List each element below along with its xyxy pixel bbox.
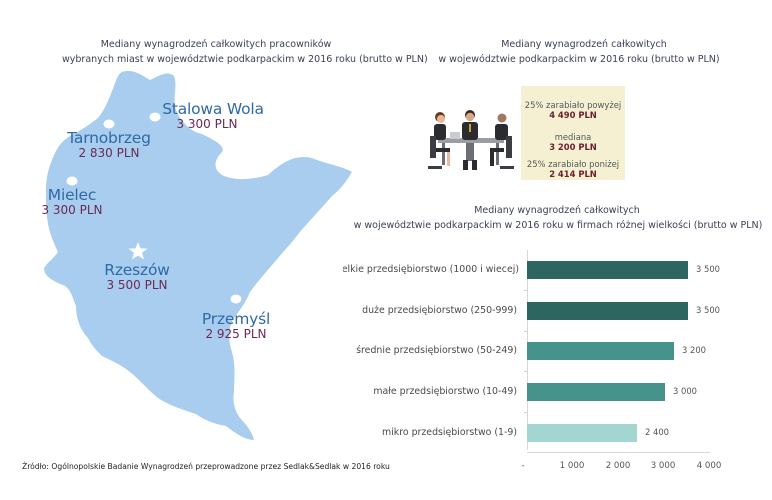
city-label-rzeszow: Rzeszów 3 500 PLN [104, 261, 170, 292]
summary-item-value: 3 200 PLN [549, 142, 597, 152]
axis-tick [524, 290, 528, 291]
bar [527, 424, 637, 442]
bar-value: 3 500 [696, 264, 720, 274]
bar-value: 3 000 [673, 386, 697, 396]
region-shape [44, 70, 352, 441]
summary-item-value: 2 414 PLN [549, 169, 597, 179]
city-value: 2 925 PLN [205, 327, 267, 341]
business-meeting-illustration [428, 110, 514, 170]
summary-item-label: 25% zarabiało poniżej [526, 159, 620, 169]
city-name: Przemyśl [201, 310, 271, 328]
city-name: Mielec [47, 186, 97, 204]
city-value: 2 830 PLN [78, 146, 140, 160]
summary-title-line1: Mediany wynagrodzeń całkowitych [501, 39, 667, 50]
bar-label: wielkie przedsiębiorstwo (1000 i wiecej) [343, 264, 519, 275]
bar-chart-title-line1: Mediany wynagrodzeń całkowitych [474, 205, 640, 216]
summary-item-upper: 25% zarabiało powyżej 4 490 PLN [521, 100, 625, 120]
city-label-mielec: Mielec 3 300 PLN [41, 187, 102, 217]
city-value: 3 300 PLN [41, 203, 103, 217]
summary-item-lower: 25% zarabiało poniżej 2 414 PLN [521, 159, 625, 179]
bar-label: mikro przedsiębiorstwo (1-9) [382, 427, 517, 438]
tick-label: 3 000 [650, 461, 676, 471]
bar-chart-title: Mediany wynagrodzeń całkowitych w wojewó… [340, 203, 772, 233]
bar-label: małe przedsiębiorstwo (10-49) [373, 386, 517, 397]
city-value: 3 500 PLN [106, 278, 168, 292]
city-dot-mielec [66, 176, 78, 186]
bar-labels: wielkie przedsiębiorstwo (1000 i wiecej)… [343, 250, 523, 450]
tick-label: 4 000 [696, 461, 722, 471]
summary-title-line2: w województwie podkarpackim w 2016 roku … [438, 54, 720, 65]
summary-item-value: 4 490 PLN [549, 110, 597, 120]
capital-star-icon [128, 242, 148, 260]
city-dot-tarnobrzeg [103, 119, 115, 129]
bar [527, 261, 688, 279]
city-label-stalowa-wola: Stalowa Wola 3 300 PLN [162, 101, 264, 131]
map-title-line2: wybranych miast w województwie podkarpac… [62, 54, 428, 65]
tick-label: 2 000 [605, 461, 631, 471]
summary-note: 25% zarabiało powyżej 4 490 PLN mediana … [521, 86, 625, 180]
summary-item-label: 25% zarabiało powyżej [524, 100, 622, 110]
city-dot-przemysl [230, 294, 242, 304]
bar [527, 302, 688, 320]
bar-row: 3 000 [0, 383, 772, 401]
summary-title: Mediany wynagrodzeń całkowitych w wojewó… [386, 37, 772, 67]
summary-item-label: mediana [554, 132, 592, 142]
bar [527, 342, 674, 360]
axis-tick [524, 412, 528, 413]
bar-row: 2 400 [0, 424, 772, 442]
city-label-przemysl: Przemyśl 2 925 PLN [202, 311, 270, 341]
bar-label: duże przedsiębiorstwo (250-999) [362, 305, 517, 316]
city-dot-stalowa-wola [149, 112, 161, 122]
bar-value: 3 200 [682, 345, 706, 355]
axis-tick [524, 371, 528, 372]
axis-tick [524, 331, 528, 332]
bar-label: średnie przedsiębiorstwo (50-249) [356, 345, 517, 356]
city-label-tarnobrzeg: Tarnobrzeg 2 830 PLN [67, 130, 151, 160]
bar-value: 3 500 [696, 305, 720, 315]
bar [527, 383, 665, 401]
city-value: 3 300 PLN [176, 117, 238, 131]
bar-chart-title-line2: w województwie podkarpackim w 2016 roku … [353, 220, 763, 231]
source-note: Źródło: Ogólnopolskie Badanie Wynagrodze… [22, 462, 390, 471]
map-title: Mediany wynagrodzeń całkowitych pracowni… [0, 37, 428, 67]
bar-row: 3 500 [0, 261, 772, 279]
bar-value: 2 400 [645, 427, 669, 437]
summary-item-median: mediana 3 200 PLN [521, 132, 625, 152]
tick-label: - [521, 461, 525, 471]
tick-label: 1 000 [559, 461, 585, 471]
city-name: Rzeszów [104, 261, 170, 279]
podkarpackie-map [44, 70, 352, 441]
bar-row: 3 200 [0, 342, 772, 360]
city-name: Tarnobrzeg [67, 129, 151, 147]
city-name: Stalowa Wola [162, 100, 264, 118]
bar-row: 3 500 [0, 302, 772, 320]
bar-chart-baseline [527, 452, 710, 453]
map-title-line1: Mediany wynagrodzeń całkowitych pracowni… [100, 39, 332, 50]
